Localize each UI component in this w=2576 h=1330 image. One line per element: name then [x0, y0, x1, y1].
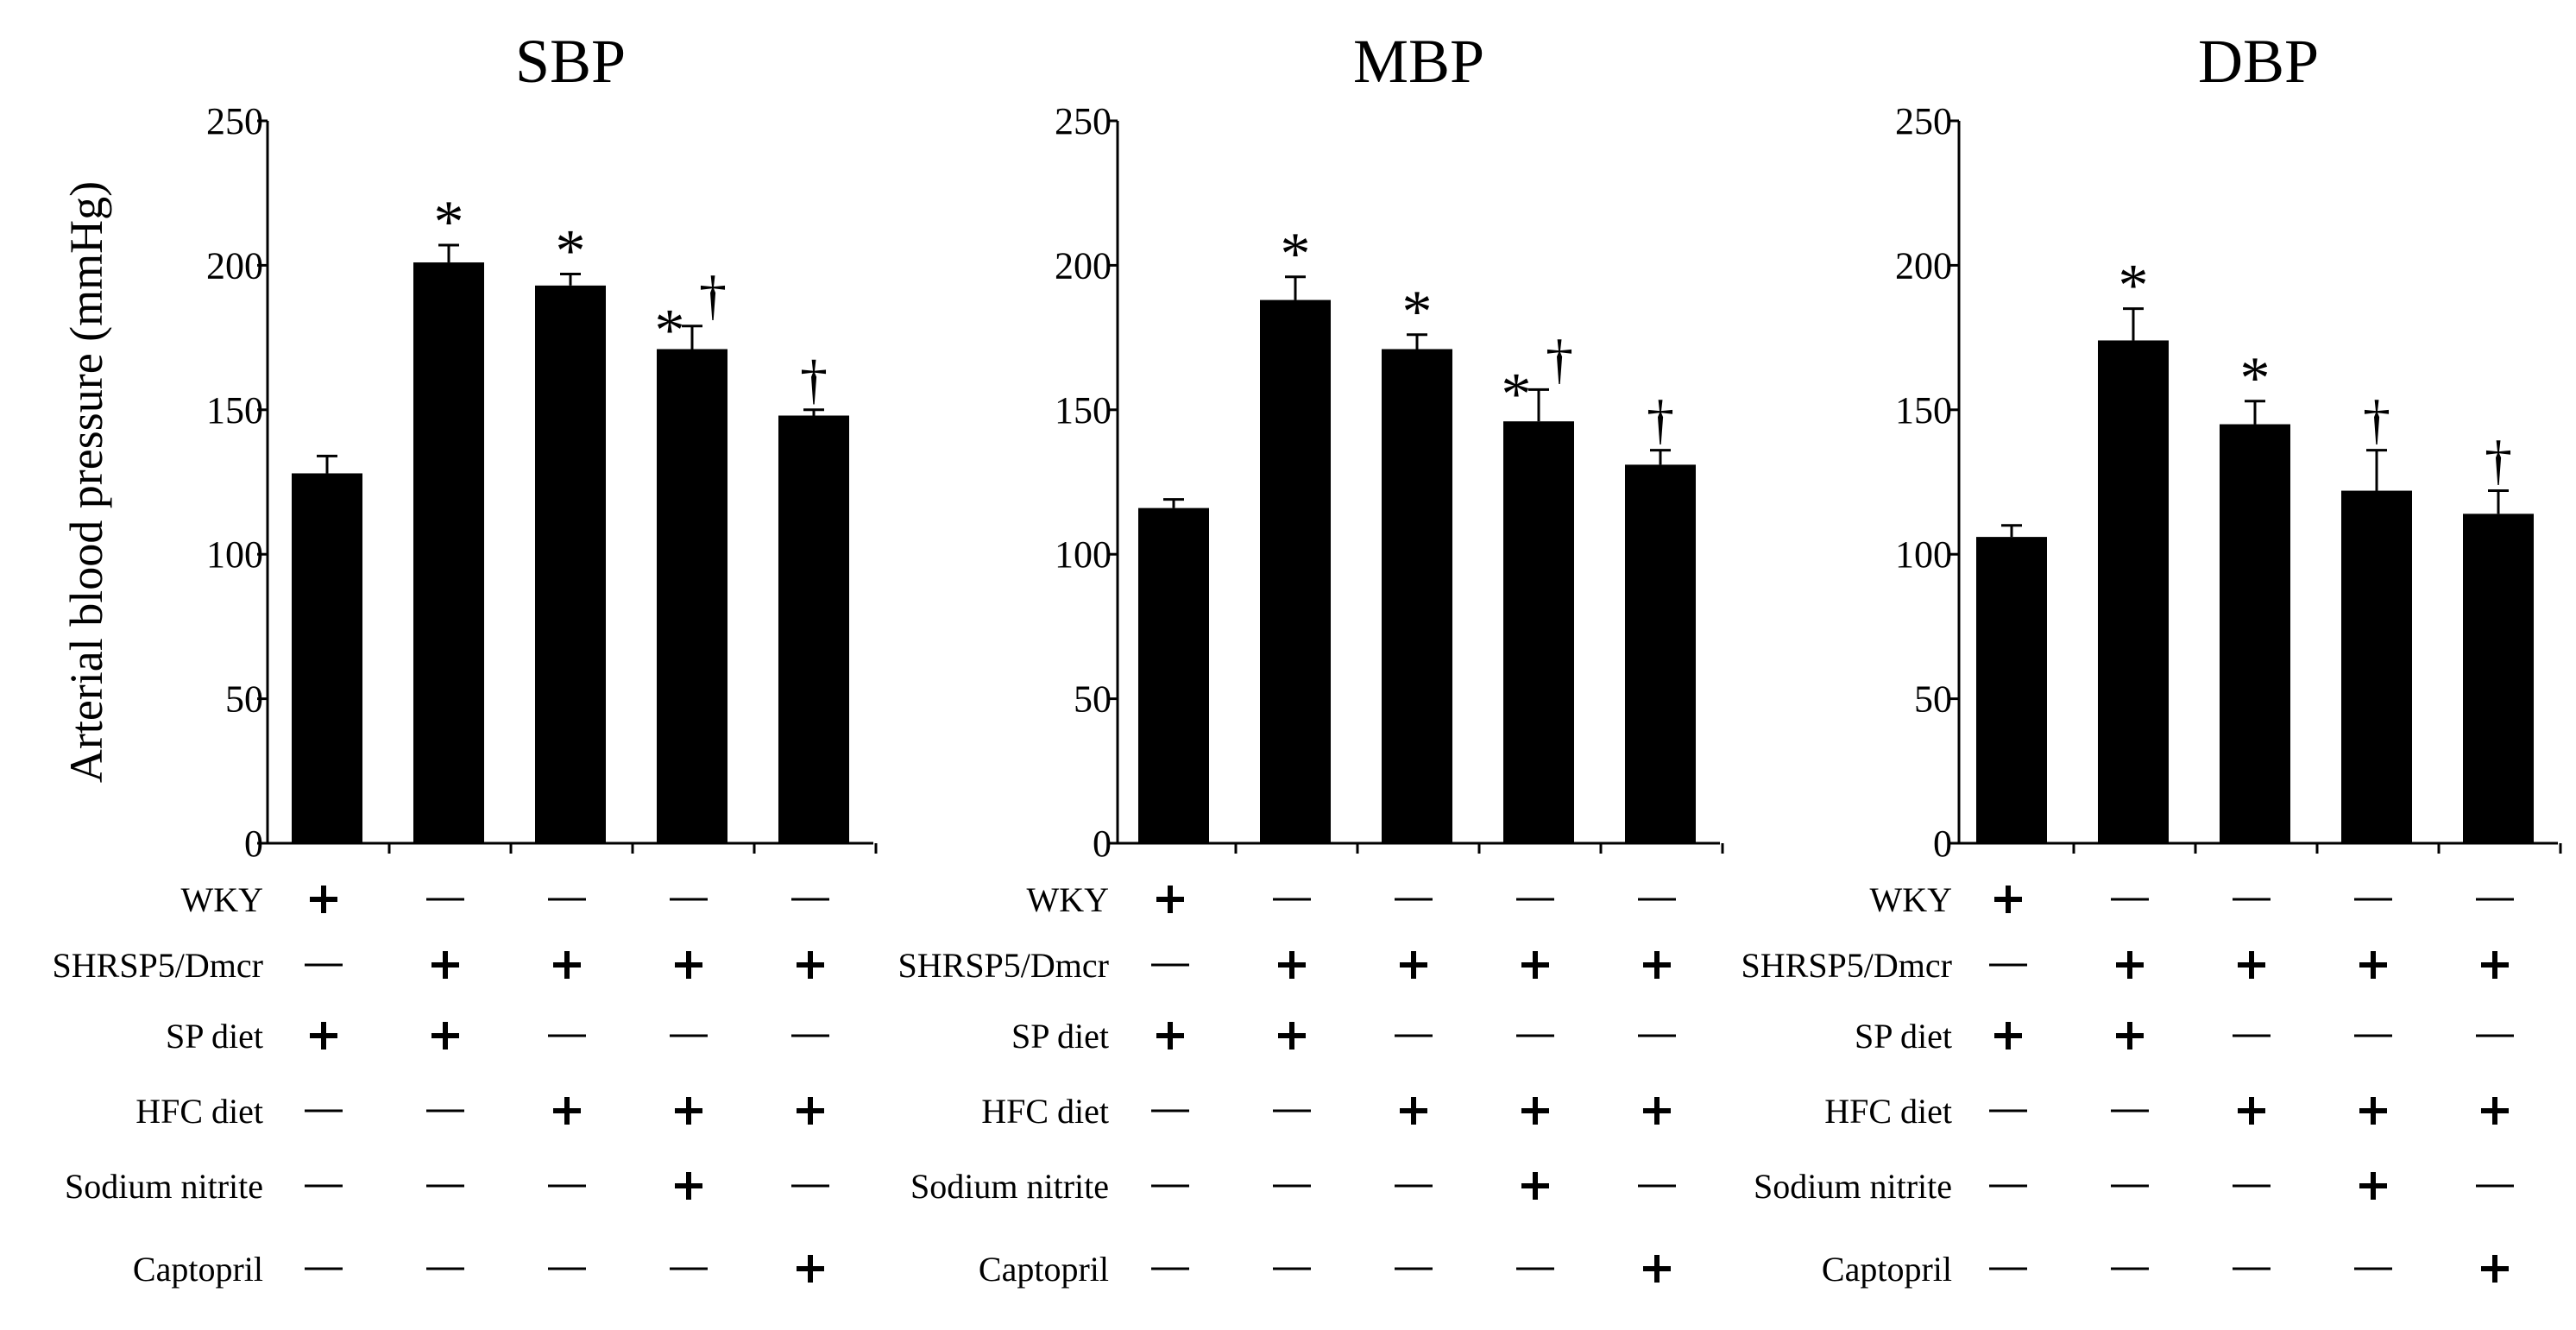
significance-asterisk: *: [2240, 345, 2271, 412]
significance-asterisk: *: [1402, 279, 1433, 345]
y-tick-label: 100: [206, 533, 263, 576]
bar: [2463, 514, 2534, 843]
bar: [2098, 340, 2169, 843]
condition-label: SP diet: [1011, 1017, 1109, 1056]
y-tick-label: 250: [1055, 100, 1112, 142]
bar: [1138, 507, 1209, 843]
y-tick-label: 50: [1914, 678, 1952, 721]
significance-asterisk: *: [2119, 253, 2149, 319]
bar: [778, 415, 849, 843]
condition-label: Sodium nitrite: [910, 1167, 1109, 1206]
significance-dagger: †: [2363, 389, 2390, 451]
y-tick-label: 50: [1074, 678, 1112, 721]
bar: [413, 262, 484, 843]
chart-title: MBP: [1353, 27, 1484, 96]
condition-label: Sodium nitrite: [65, 1167, 263, 1206]
panel-mbp: MBP050100150200250***††WKYSHRSP5/DmcrSP …: [898, 27, 1724, 1289]
condition-label: Captopril: [979, 1250, 1109, 1289]
bar: [1503, 421, 1574, 843]
significance-dagger: †: [2485, 430, 2512, 491]
panel-dbp: DBP 0 50 100 150 200 250 * * † † WKY SHRSP5/Dmcr SP d…: [1741, 27, 2562, 1289]
condition-label: HFC diet: [135, 1092, 263, 1131]
panel-sbp: SBP 0 50 100 150 200 250 Arterial blood pressur…: [53, 27, 878, 1289]
condition-label: HFC diet: [981, 1092, 1109, 1131]
significance-asterisk: *: [556, 217, 586, 284]
condition-label: WKY: [180, 880, 263, 919]
y-tick-label: 200: [1895, 244, 1952, 287]
y-tick-label: 200: [206, 244, 263, 287]
bar: [2341, 490, 2412, 843]
y-tick-label: 150: [1055, 389, 1112, 432]
bar: [1382, 349, 1452, 843]
condition-label: SHRSP5/Dmcr: [53, 946, 264, 985]
y-tick-label: 150: [1895, 389, 1952, 432]
bar: [657, 349, 727, 843]
y-tick-label: 100: [1895, 533, 1952, 576]
significance-dagger: †: [800, 349, 828, 410]
y-tick-label: 200: [1055, 244, 1112, 287]
condition-label: HFC diet: [1824, 1092, 1952, 1131]
condition-label: SHRSP5/Dmcr: [898, 946, 1110, 985]
significance-dagger: †: [1647, 389, 1674, 451]
significance-asterisk: *: [1281, 221, 1311, 287]
bar: [1260, 299, 1331, 843]
y-tick-label: 250: [206, 100, 263, 142]
y-tick-label: 50: [225, 678, 263, 721]
condition-label: Sodium nitrite: [1754, 1167, 1952, 1206]
y-tick-label: 150: [206, 389, 263, 432]
condition-label: Captopril: [133, 1250, 263, 1289]
significance-asterisk: *: [434, 189, 464, 255]
condition-label: Captopril: [1822, 1250, 1952, 1289]
y-tick-label: 0: [1093, 823, 1112, 865]
y-axis-label: Arterial blood pressure (mmHg): [60, 181, 112, 783]
y-tick-label: 100: [1055, 533, 1112, 576]
condition-label: WKY: [1026, 880, 1109, 919]
condition-label: SP diet: [166, 1017, 263, 1056]
bar: [1976, 537, 2047, 843]
bar: [535, 285, 606, 843]
significance-asterisk: *: [655, 298, 685, 364]
significance-asterisk: *: [1502, 361, 1532, 427]
chart-title: DBP: [2198, 27, 2319, 96]
y-tick-label: 0: [1933, 823, 1952, 865]
condition-label: WKY: [1869, 880, 1952, 919]
bar: [1625, 464, 1696, 843]
y-tick-label: 0: [244, 823, 263, 865]
significance-dagger: †: [1546, 328, 1573, 389]
y-tick-label: 250: [1895, 100, 1952, 142]
bar: [2220, 424, 2290, 843]
condition-label: SHRSP5/Dmcr: [1741, 946, 1953, 985]
significance-dagger: †: [699, 265, 727, 326]
chart-title: SBP: [515, 27, 626, 96]
condition-label: SP diet: [1855, 1017, 1952, 1056]
bar: [292, 473, 362, 843]
